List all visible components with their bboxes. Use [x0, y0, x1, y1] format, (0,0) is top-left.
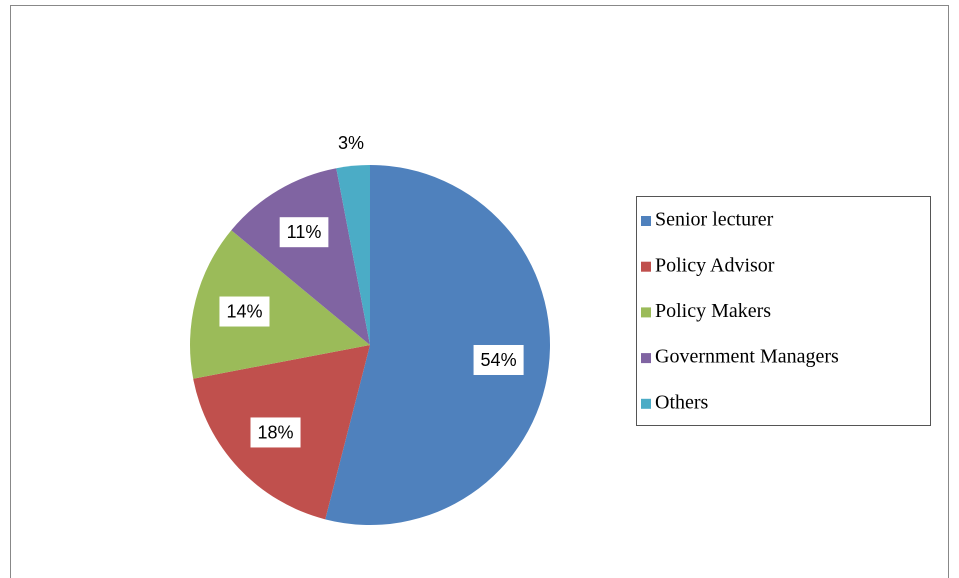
legend-label: Senior lecturer: [655, 209, 774, 231]
legend-label: Government Managers: [655, 346, 839, 368]
legend-box: [636, 196, 931, 426]
data-label: 11%: [287, 222, 322, 242]
legend-swatch: [641, 353, 651, 364]
data-label-box: [473, 344, 524, 375]
pie-slice: [325, 165, 551, 525]
legend-label: Others: [655, 391, 709, 413]
data-label: 54%: [481, 350, 517, 370]
legend-swatch: [641, 398, 651, 409]
pie: 54% 18% 14% 11% 3%: [190, 133, 551, 525]
data-label: 3%: [338, 133, 364, 153]
legend-swatch: [641, 261, 651, 272]
legend-label: Policy Makers: [655, 300, 771, 322]
legend-label: Policy Advisor: [655, 254, 775, 276]
legend-swatch: [641, 307, 651, 318]
data-label-box: [219, 296, 270, 327]
data-label-box: [250, 417, 301, 448]
pie-slice: [231, 168, 370, 345]
data-label: 14%: [226, 302, 262, 322]
data-label: 18%: [258, 422, 294, 442]
pie-slice: [190, 230, 370, 379]
pie-slice: [336, 165, 370, 345]
data-label-box: [279, 217, 329, 248]
legend-swatch: [641, 216, 651, 226]
legend: Senior lecturer Policy Advisor Policy Make…: [641, 209, 839, 413]
